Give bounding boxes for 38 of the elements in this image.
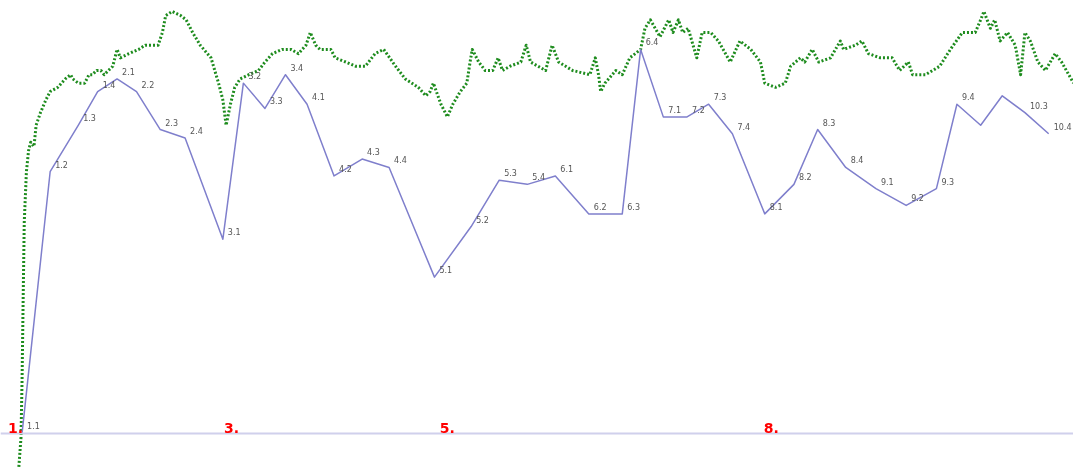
annotation: 4.4: [394, 156, 407, 166]
annotation: 7.1: [668, 105, 682, 115]
annotation: 2.1: [122, 67, 135, 77]
annotation: 5.3: [504, 169, 517, 179]
annotation: 2.3: [165, 118, 178, 128]
annotation: 9.1: [880, 177, 894, 187]
annotation: 9.3: [941, 177, 955, 187]
annotation: 2.2: [141, 80, 155, 90]
x-tick-label: 8.: [763, 420, 779, 437]
x-tick-label: 5.: [439, 420, 455, 437]
annotation: 3.4: [290, 63, 304, 73]
annotation: 4.3: [367, 148, 380, 158]
annotation: 1.3: [83, 114, 96, 124]
x-tick-label: 1.: [8, 420, 24, 437]
annotation: 6.3: [627, 202, 641, 212]
x-tick-label: 3.: [223, 420, 240, 437]
annotation: 6.2: [593, 202, 607, 212]
annotation: 1.1: [27, 422, 40, 432]
annotation: 1.2: [55, 160, 68, 170]
annotation: 8.2: [798, 173, 812, 183]
annotation: 3.2: [248, 72, 262, 82]
annotation: 8.1: [769, 202, 783, 212]
annotation: 3.1: [227, 228, 241, 238]
annotation: 7.4: [737, 122, 751, 132]
annotation: 5.1: [439, 266, 453, 276]
annotation: 10.3: [1029, 101, 1048, 111]
annotation: 8.4: [850, 156, 864, 166]
annotation: 8.3: [822, 118, 836, 128]
annotation: 9.4: [961, 93, 975, 103]
annotation: 2.4: [190, 126, 203, 136]
annotation: 4.1: [312, 93, 325, 103]
annotation: 5.2: [476, 215, 489, 225]
annotation: 6.1: [560, 164, 574, 174]
annotation: 10.4: [1053, 122, 1072, 132]
annotation: 7.3: [713, 93, 727, 103]
annotation: 3.3: [269, 97, 283, 107]
annotation: 5.4: [532, 173, 546, 183]
annotation: 6.4: [645, 38, 659, 48]
